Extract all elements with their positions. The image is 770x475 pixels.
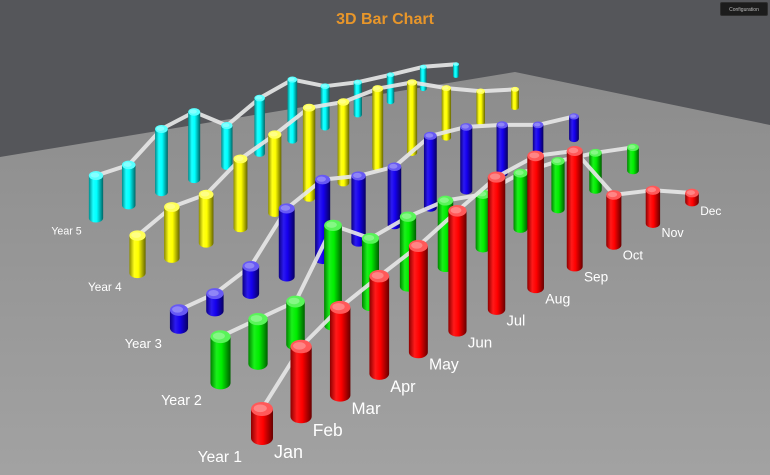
bar-year-3-feb	[206, 288, 224, 317]
bar-year-5-mar	[155, 124, 168, 197]
bar-year-3-oct	[496, 121, 508, 177]
bar-year-1-dec	[685, 188, 699, 207]
bar-year-2-jan	[210, 330, 231, 390]
bar-year-1-oct	[606, 190, 622, 250]
bar-year-3-jun	[351, 171, 366, 247]
bar-year-5-jan	[88, 171, 104, 223]
bar-year-4-jun	[302, 103, 316, 202]
month-label-apr: Apr	[390, 378, 416, 396]
bar-year-4-nov	[476, 88, 485, 126]
bar-year-1-jul	[487, 171, 506, 315]
bar-year-3-dec	[569, 113, 579, 143]
bar-year-4-apr	[233, 154, 248, 233]
bar-year-5-apr	[188, 108, 201, 184]
bar-year-1-aug	[527, 150, 544, 294]
bar-year-5-sep	[353, 79, 362, 118]
bar-year-1-jan	[251, 402, 273, 445]
bar-year-5-may	[221, 121, 233, 170]
chart-title: 3D Bar Chart	[336, 11, 434, 28]
bar-year-3-aug	[423, 131, 437, 212]
month-label-aug: Aug	[545, 290, 570, 306]
bar-year-4-oct	[441, 85, 452, 141]
bar-year-4-may	[268, 130, 282, 218]
bar-year-3-jul	[387, 162, 402, 230]
month-label-dec: Dec	[700, 204, 721, 218]
month-label-jan: Jan	[274, 442, 303, 462]
bar-year-3-jan	[169, 304, 189, 334]
bar-year-5-jul	[287, 76, 298, 144]
bar-year-3-apr	[278, 203, 295, 282]
bar-year-5-oct	[386, 72, 395, 105]
month-label-feb: Feb	[313, 420, 343, 440]
bar-year-4-jul	[337, 98, 350, 187]
configuration-button[interactable]: Configuration	[720, 2, 768, 16]
bar-year-4-mar	[198, 189, 214, 248]
month-label-sep: Sep	[584, 269, 608, 284]
bar-year-4-aug	[372, 85, 384, 172]
bar-year-1-mar	[329, 300, 351, 402]
bar-year-5-aug	[320, 83, 330, 131]
month-label-mar: Mar	[351, 399, 380, 418]
bar-year-2-sep	[513, 168, 528, 233]
year-label-2: Year 2	[161, 393, 202, 409]
month-label-nov: Nov	[661, 226, 684, 240]
bar-year-2-mar	[286, 295, 305, 351]
month-label-jun: Jun	[468, 335, 493, 352]
bar-year-2-oct	[551, 156, 565, 214]
bars-layer	[88, 62, 699, 445]
bar-year-5-dec	[453, 62, 459, 78]
bar-year-5-feb	[121, 160, 136, 210]
bar-year-4-dec	[511, 86, 519, 111]
bar-year-4-sep	[406, 79, 418, 156]
bar-year-4-jan	[129, 230, 146, 279]
bar-year-1-jun	[448, 204, 467, 337]
bar-year-1-apr	[369, 269, 390, 380]
year-label-5: Year 5	[51, 225, 81, 237]
bar-year-1-sep	[566, 145, 583, 272]
month-label-may: May	[429, 357, 459, 374]
bar-year-4-feb	[164, 202, 180, 263]
bar-year-3-sep	[460, 123, 473, 195]
bar-year-2-aug	[475, 189, 491, 253]
year-label-3: Year 3	[125, 336, 162, 351]
month-label-oct: Oct	[623, 247, 644, 262]
year-label-1: Year 1	[198, 449, 242, 466]
month-label-jul: Jul	[506, 314, 525, 330]
axis-labels-layer: Jan Feb Mar Apr May Jun Jul Aug Sep Oct Nov Dec Year…	[51, 204, 721, 466]
bar-year-1-feb	[290, 339, 312, 424]
bar-year-3-mar	[242, 260, 260, 299]
bar-year-2-dec	[627, 143, 639, 175]
bar-year-1-nov	[645, 185, 661, 229]
year-label-4: Year 4	[88, 280, 122, 294]
bar-year-1-may	[408, 239, 428, 359]
bar-year-2-feb	[248, 312, 268, 370]
bar-year-5-nov	[419, 64, 427, 92]
